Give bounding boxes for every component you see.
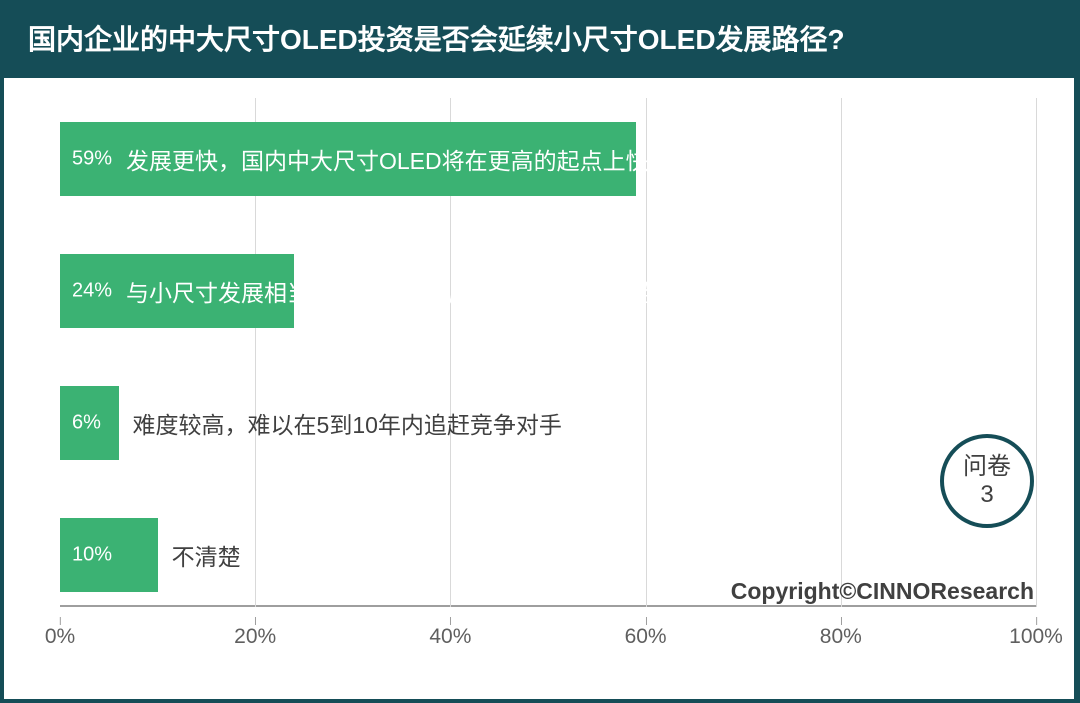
x-tick-label: 40% bbox=[429, 625, 471, 649]
badge-line2: 3 bbox=[980, 481, 993, 509]
bar-slot: 24% 与小尺寸发展相当，仍需多年发展追赶对手先发优势 bbox=[60, 254, 1036, 328]
bar-label: 难度较高，难以在5到10年内追赶竞争对手 bbox=[133, 406, 562, 440]
x-tick-label: 20% bbox=[234, 625, 276, 649]
gridline bbox=[1036, 98, 1037, 607]
bar-slot: 6% 难度较高，难以在5到10年内追赶竞争对手 bbox=[60, 386, 1036, 460]
x-axis bbox=[60, 605, 1036, 607]
x-tick-label: 100% bbox=[1009, 625, 1063, 649]
bar-label: 不清楚 bbox=[172, 538, 241, 572]
plot-region: 59% 发展更快，国内中大尺寸OLED将在更高的起点上快速发展 24% 与小尺寸发展相… bbox=[60, 98, 1036, 607]
x-tick-label: 60% bbox=[625, 625, 667, 649]
bar-percent: 6% bbox=[72, 411, 101, 434]
bar-percent: 10% bbox=[72, 543, 112, 566]
x-tick-label: 80% bbox=[820, 625, 862, 649]
chart-area: 59% 发展更快，国内中大尺寸OLED将在更高的起点上快速发展 24% 与小尺寸发展相… bbox=[60, 98, 1036, 649]
bar-label: 发展更快，国内中大尺寸OLED将在更高的起点上快速发展 bbox=[126, 142, 718, 176]
survey-badge: 问卷 3 bbox=[940, 434, 1034, 528]
bar-percent: 59% bbox=[72, 147, 112, 170]
bar-label: 与小尺寸发展相当，仍需多年发展追赶对手先发优势 bbox=[126, 274, 655, 308]
x-tick-label: 0% bbox=[45, 625, 75, 649]
bar-slot: 59% 发展更快，国内中大尺寸OLED将在更高的起点上快速发展 bbox=[60, 122, 1036, 196]
copyright-text: Copyright©CINNOResearch bbox=[731, 578, 1034, 605]
slide-title: 国内企业的中大尺寸OLED投资是否会延续小尺寸OLED发展路径? bbox=[4, 4, 1074, 78]
slide-frame: 国内企业的中大尺寸OLED投资是否会延续小尺寸OLED发展路径? 59% 发展更快… bbox=[0, 0, 1080, 703]
badge-line1: 问卷 bbox=[963, 453, 1011, 481]
bar-percent: 24% bbox=[72, 279, 112, 302]
